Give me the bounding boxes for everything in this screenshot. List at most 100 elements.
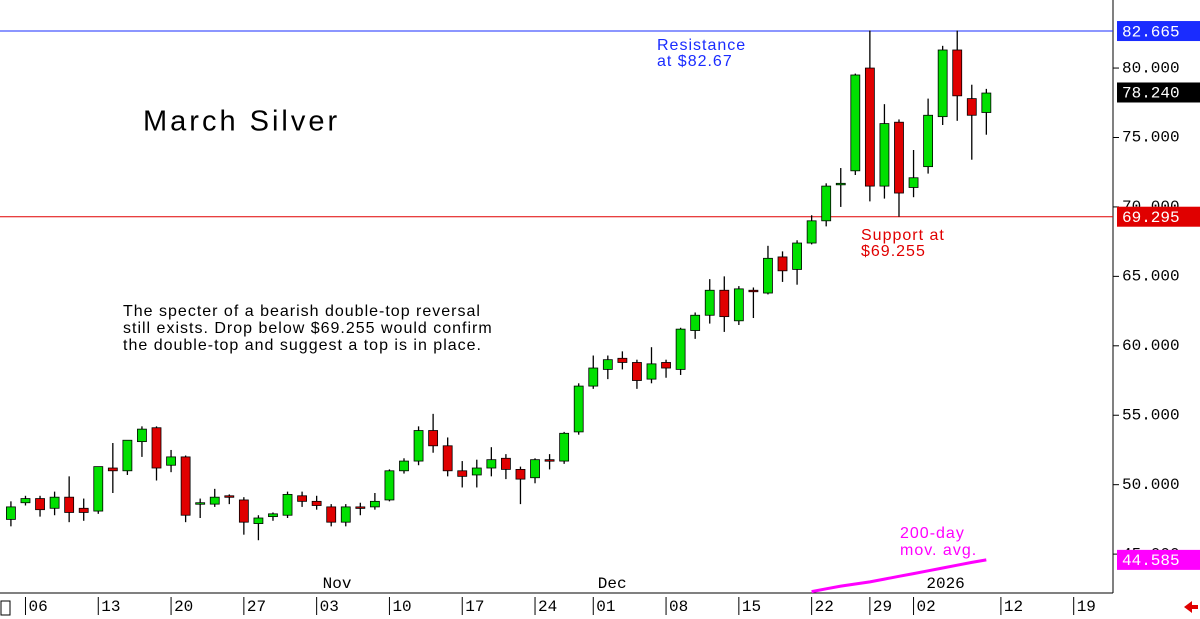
x-tick-label: 06	[28, 598, 47, 616]
x-tick-label: 03	[320, 598, 339, 616]
candle-body	[224, 495, 235, 498]
candle-body	[35, 498, 45, 511]
candle-body	[733, 288, 744, 322]
candle-body	[937, 49, 948, 118]
candle-body	[908, 177, 919, 188]
y-tick-label: 55.000	[1122, 406, 1180, 424]
candle-body	[93, 466, 104, 512]
candle-body	[253, 517, 264, 524]
y-tick-label: 65.000	[1122, 268, 1180, 286]
x-tick-label: 24	[538, 598, 557, 616]
candle-body	[675, 328, 686, 370]
candle-body	[311, 500, 322, 506]
chart-title: March Silver	[143, 106, 340, 138]
candle-body	[107, 467, 118, 472]
candle-body	[209, 496, 220, 505]
x-tick-label: 13	[101, 598, 120, 616]
moving-average	[811, 558, 987, 594]
candle-body	[530, 459, 540, 479]
month-label: Dec	[598, 575, 627, 593]
candle-body	[719, 289, 730, 318]
x-tick-label: 02	[917, 598, 936, 616]
candle-body	[894, 121, 904, 194]
x-tick-label: 20	[174, 598, 193, 616]
candle-body	[340, 506, 351, 523]
candle-body	[573, 385, 584, 433]
candle-body	[20, 498, 31, 504]
x-tick-label: 08	[669, 598, 688, 616]
price-tag-label: 69.295	[1122, 209, 1180, 227]
candle-body	[78, 507, 89, 513]
candle-body	[282, 493, 293, 516]
price-tag	[1117, 549, 1200, 570]
candle-body	[923, 114, 934, 168]
candle-body	[879, 123, 890, 187]
candle-body	[792, 242, 802, 270]
x-tick-label: 27	[247, 598, 266, 616]
candle-body	[617, 357, 628, 363]
x-tick-label: 01	[596, 598, 615, 616]
candle-body	[602, 359, 613, 370]
price-tag-label: 44.585	[1122, 552, 1180, 570]
candle-body	[777, 256, 788, 272]
candle-body	[763, 257, 773, 294]
candle-body	[384, 470, 395, 501]
candle-body	[428, 430, 439, 447]
candle-body	[413, 430, 424, 462]
x-tick-label: 19	[1077, 598, 1096, 616]
annotation: 200-day	[900, 525, 965, 542]
candle-body	[544, 459, 555, 462]
candle-body	[49, 496, 60, 509]
scroll-arrow[interactable]	[1184, 601, 1198, 613]
candle-body	[297, 495, 307, 502]
x-tick-label: 29	[873, 598, 892, 616]
candle-body	[399, 460, 409, 472]
x-tick-label: 17	[465, 598, 484, 616]
candle-body	[238, 499, 249, 523]
candle-body	[6, 506, 16, 520]
y-tick-label: 80.000	[1122, 59, 1180, 77]
x-tick-label: 22	[815, 598, 834, 616]
annotation: still exists. Drop below $69.255 would c…	[123, 320, 493, 337]
price-tag	[1117, 21, 1200, 42]
candle-body	[151, 427, 162, 469]
x-tick-label: 15	[742, 598, 761, 616]
annotation: at $82.67	[657, 53, 733, 70]
price-tag	[1117, 82, 1200, 103]
candle-body	[748, 289, 759, 293]
price-tag-label: 78.240	[1122, 85, 1180, 103]
candle-body	[704, 289, 715, 316]
annotation: Resistance	[657, 37, 746, 54]
candle-body	[180, 456, 191, 516]
candle-body	[122, 439, 133, 472]
candle-body	[646, 363, 657, 380]
x-tick-label: 12	[1004, 598, 1023, 616]
scroll-icon[interactable]	[0, 600, 11, 616]
candle-body	[355, 506, 366, 509]
candle-body	[515, 469, 526, 480]
candle-body	[64, 496, 75, 513]
candle-body	[966, 98, 977, 116]
price-tag	[1117, 206, 1200, 227]
candle-body	[690, 314, 701, 331]
annotation: Support at	[861, 227, 945, 244]
candle-body	[632, 362, 642, 381]
annotation: The specter of a bearish double-top reve…	[123, 303, 481, 320]
candle-body	[471, 467, 482, 476]
candle-body	[821, 185, 832, 222]
candle-body	[195, 502, 206, 505]
candle-body	[369, 500, 380, 508]
candle-body	[501, 457, 511, 470]
candle-body	[835, 182, 846, 186]
annotation: $69.255	[861, 243, 926, 260]
candle-body	[457, 470, 468, 477]
candle-body	[850, 74, 861, 172]
y-tick-label: 50.000	[1122, 476, 1180, 494]
candle-body	[981, 92, 992, 113]
candle-body	[806, 220, 817, 244]
candle-body	[661, 362, 671, 369]
candle-body	[166, 456, 176, 466]
candle-body	[559, 432, 570, 462]
candle-body	[268, 513, 278, 518]
